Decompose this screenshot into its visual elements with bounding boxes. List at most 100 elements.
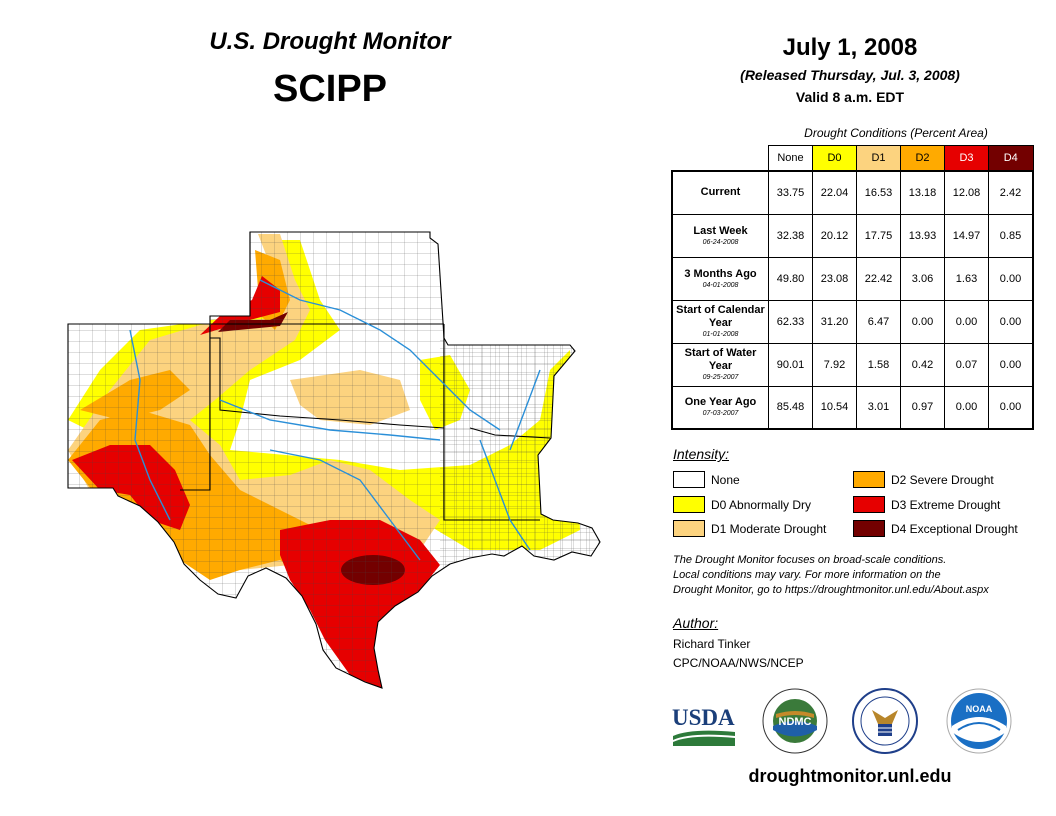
- map-title: U.S. Drought Monitor: [209, 28, 451, 55]
- website-url[interactable]: droughtmonitor.unl.edu: [748, 766, 952, 786]
- table-cell: 0.00: [944, 385, 989, 430]
- table-row: Start of Calendar Year 01-01-2008 62.33 31.…: [671, 299, 1034, 344]
- drought-map: [67, 231, 601, 689]
- table-cell: 1.58: [856, 342, 901, 387]
- table-cell: 3.01: [856, 385, 901, 430]
- legend-swatch-none: [673, 471, 705, 488]
- legend-label: D2 Severe Drought: [891, 472, 994, 487]
- legend-swatch-d1: [673, 520, 705, 537]
- table-cell: 62.33: [768, 299, 813, 344]
- legend-label: D1 Moderate Drought: [711, 521, 827, 536]
- table-cell: 0.97: [900, 385, 945, 430]
- row-date: 06-24-2008: [702, 238, 739, 246]
- table-cell: 17.75: [856, 213, 901, 258]
- noaa-logo: NOAA: [946, 688, 1012, 754]
- author-label: Author:: [673, 615, 719, 631]
- legend-swatch-d3: [853, 496, 885, 513]
- table-cell: 16.53: [856, 170, 901, 215]
- col-d2: D2: [900, 145, 945, 172]
- row-date: 07-03-2007: [702, 410, 739, 418]
- table-cell: 14.97: [944, 213, 989, 258]
- table-cell: 20.12: [812, 213, 857, 258]
- rivers: [129, 279, 541, 561]
- table-cell: 0.00: [900, 299, 945, 344]
- table-row: Current 33.75 22.04 16.53 13.18 12.08 2.42: [671, 170, 1034, 215]
- col-d3: D3: [944, 145, 989, 172]
- table-cell: 31.20: [812, 299, 857, 344]
- state-borders: [67, 231, 601, 689]
- author-name: Richard Tinker: [673, 637, 751, 651]
- table-cell: 6.47: [856, 299, 901, 344]
- legend-item-none: None: [673, 471, 740, 488]
- row-label-text: One Year Ago: [684, 396, 757, 409]
- table-cell: 0.00: [988, 385, 1034, 430]
- table-cell: 2.42: [988, 170, 1034, 215]
- table-cell: 0.00: [988, 342, 1034, 387]
- row-label: Start of Water Year 09-25-2007: [671, 342, 769, 387]
- table-cell: 0.00: [944, 299, 989, 344]
- table-row: One Year Ago 07-03-2007 85.48 10.54 3.01 0.97…: [671, 385, 1034, 430]
- row-label: 3 Months Ago 04-01-2008: [671, 256, 769, 301]
- table-cell: 13.93: [900, 213, 945, 258]
- table-cell: 10.54: [812, 385, 857, 430]
- col-d1: D1: [856, 145, 901, 172]
- row-date: 04-01-2008: [702, 281, 739, 289]
- legend-item-d3: D3 Extreme Drought: [853, 496, 1000, 513]
- row-label-text: Start of Calendar Year: [676, 304, 765, 329]
- table-cell: 7.92: [812, 342, 857, 387]
- table-cell: 0.42: [900, 342, 945, 387]
- table-cell: 0.85: [988, 213, 1034, 258]
- noaa-logo-text: NOAA: [966, 704, 993, 714]
- row-date: 09-25-2007: [702, 374, 739, 381]
- legend-label: D4 Exceptional Drought: [891, 521, 1018, 536]
- table-cell: 22.04: [812, 170, 857, 215]
- table-cell: 23.08: [812, 256, 857, 301]
- row-label-text: Start of Water Year: [684, 347, 757, 372]
- row-label-text: Current: [700, 186, 741, 199]
- map-date: July 1, 2008: [782, 34, 918, 61]
- legend-label: D0 Abnormally Dry: [711, 497, 812, 512]
- legend-label: None: [711, 472, 740, 487]
- table-cell: 22.42: [856, 256, 901, 301]
- table-cell: 49.80: [768, 256, 813, 301]
- county-lines: [68, 232, 600, 688]
- legend-item-d4: D4 Exceptional Drought: [853, 520, 1018, 537]
- author-org: CPC/NOAA/NWS/NCEP: [673, 656, 804, 670]
- commerce-seal-icon: [852, 688, 918, 754]
- ndmc-logo: NDMC: [762, 688, 828, 754]
- disclaimer: The Drought Monitor focuses on broad-sca…: [673, 553, 1053, 598]
- usda-logo-text: USDA: [672, 705, 735, 730]
- row-label-text: Last Week: [693, 224, 748, 237]
- row-label-text: 3 Months Ago: [684, 267, 757, 280]
- table-row: Last Week 06-24-2008 32.38 20.12 17.75 13.93 1…: [671, 213, 1034, 258]
- table-row: Start of Water Year 09-25-2007 90.01 7.92 1.…: [671, 342, 1034, 387]
- ndmc-logo-text: NDMC: [779, 716, 812, 728]
- legend-item-d0: D0 Abnormally Dry: [673, 496, 811, 513]
- table-cell: 32.38: [768, 213, 813, 258]
- table-title: Drought Conditions (Percent Area): [804, 126, 988, 140]
- table-cell: 12.08: [944, 170, 989, 215]
- table-cell: 33.75: [768, 170, 813, 215]
- table-row: 3 Months Ago 04-01-2008 49.80 23.08 22.42 3.0…: [671, 256, 1034, 301]
- table-cell: 1.63: [944, 256, 989, 301]
- release-date: (Released Thursday, Jul. 3, 2008): [740, 67, 960, 83]
- disclaimer-line: Local conditions may vary. For more info…: [673, 569, 941, 581]
- table-cell: 0.00: [988, 256, 1034, 301]
- intensity-label: Intensity:: [673, 446, 730, 462]
- valid-time: Valid 8 a.m. EDT: [795, 89, 905, 105]
- table-cell: 0.00: [988, 299, 1034, 344]
- row-date: 01-01-2008: [702, 331, 739, 338]
- legend-item-d1: D1 Moderate Drought: [673, 520, 826, 537]
- usda-logo: USDA: [672, 705, 735, 746]
- region-name: SCIPP: [272, 68, 388, 110]
- row-label: One Year Ago 07-03-2007: [671, 385, 769, 430]
- row-label: Start of Calendar Year 01-01-2008: [671, 299, 769, 344]
- table-cell: 0.07: [944, 342, 989, 387]
- legend-swatch-d2: [853, 471, 885, 488]
- legend-label: D3 Extreme Drought: [891, 497, 1001, 512]
- table-cell: 13.18: [900, 170, 945, 215]
- legend-swatch-d0: [673, 496, 705, 513]
- legend-item-d2: D2 Severe Drought: [853, 471, 994, 488]
- col-none: None: [768, 145, 813, 172]
- table-cell: 3.06: [900, 256, 945, 301]
